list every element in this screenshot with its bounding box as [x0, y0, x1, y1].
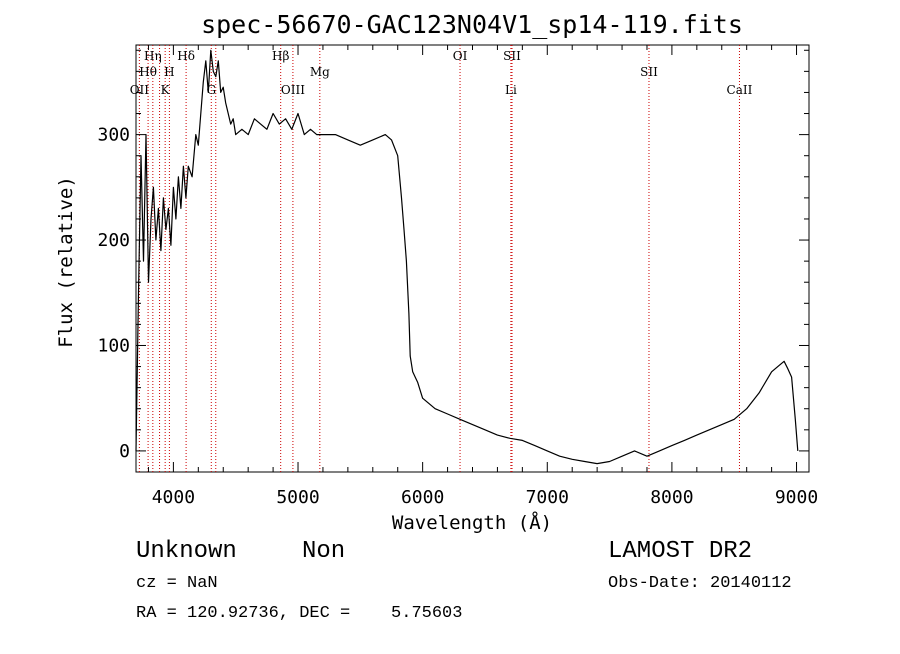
line-label: SII — [503, 49, 521, 63]
y-tick-label: 200 — [97, 230, 130, 251]
line-label: Hη — [144, 49, 162, 63]
line-label: OII — [130, 83, 150, 97]
y-tick-label: 100 — [97, 335, 130, 356]
line-label: CaII — [727, 83, 753, 97]
line-label: Li — [505, 83, 517, 97]
x-axis-label: Wavelength (Å) — [392, 511, 552, 534]
y-tick-label: 0 — [119, 441, 130, 462]
line-label: Hδ — [177, 49, 195, 63]
line-label: SII — [640, 65, 658, 79]
survey-name: LAMOST DR2 — [608, 538, 753, 565]
line-label: Hθ — [139, 65, 157, 79]
x-tick-label: 7000 — [526, 487, 569, 508]
line-label: OI — [453, 49, 468, 63]
x-tick-label: 5000 — [276, 487, 319, 508]
line-label: Hβ — [272, 49, 289, 63]
x-tick-label: 8000 — [650, 487, 693, 508]
x-tick-label: 6000 — [401, 487, 444, 508]
line-label: Mg — [310, 65, 330, 79]
line-label: OIII — [281, 83, 305, 97]
observation-date: Obs-Date: 20140112 — [608, 574, 792, 593]
x-tick-label: 9000 — [775, 487, 818, 508]
plot-frame — [135, 44, 810, 473]
line-label: G — [206, 83, 216, 97]
y-tick-label: 300 — [97, 125, 130, 146]
chart-title: spec-56670-GAC123N04V1_sp14-119.fits — [201, 10, 743, 39]
object-class: Unknown — [136, 538, 237, 565]
redshift-readout: cz = NaN — [136, 574, 218, 593]
coordinates-readout: RA = 120.92736, DEC = 5.75603 — [136, 604, 463, 623]
y-axis-label: Flux (relative) — [55, 176, 77, 348]
spectrum-line — [135, 49, 799, 465]
line-label: K — [161, 83, 171, 97]
x-tick-label: 4000 — [152, 487, 195, 508]
line-label: H — [164, 65, 174, 79]
object-subclass: Non — [302, 538, 346, 565]
